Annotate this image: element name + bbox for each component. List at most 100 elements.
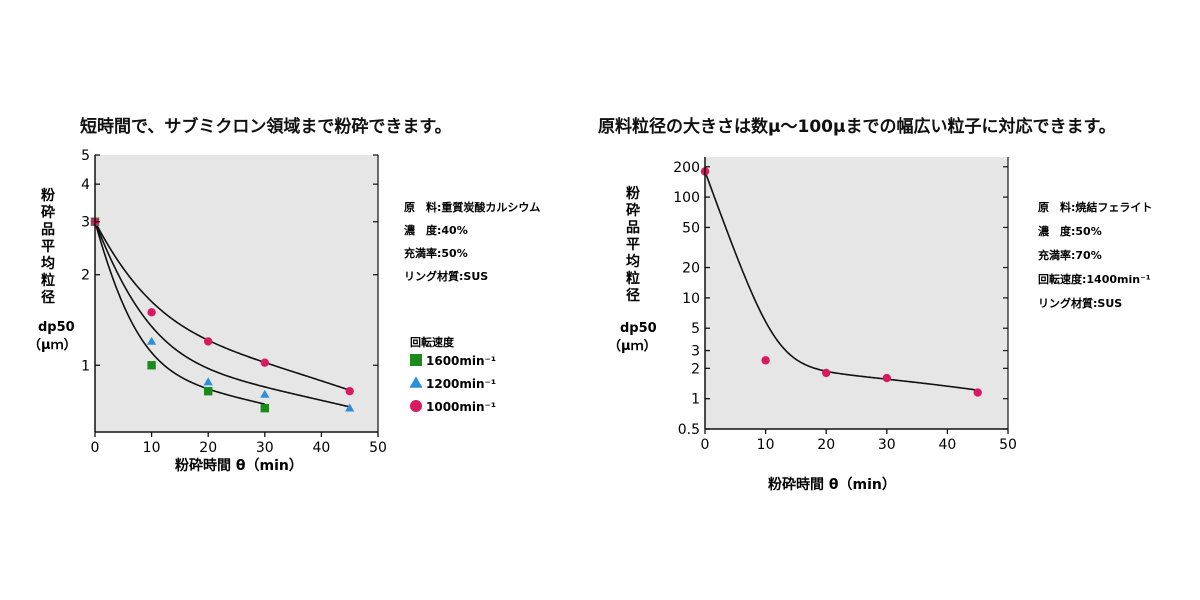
y-tick-label: 3	[81, 215, 90, 231]
right-chart-title: 原料粒径の大きさは数μ～100μまでの幅広い粒子に対応できます。	[598, 116, 1116, 137]
left-y-axis-unit: （μｍ）	[28, 337, 77, 353]
x-tick-label: 0	[701, 437, 710, 453]
right-plot-area	[705, 157, 1008, 429]
x-tick-label: 10	[757, 437, 775, 453]
y-tick-label: 50	[682, 220, 700, 236]
condition-text: 充満率:50%	[404, 246, 468, 260]
y-axis-label-char: 均	[41, 255, 55, 272]
x-tick-label: 20	[199, 440, 217, 456]
y-axis-label-char: 砕	[626, 202, 640, 219]
legend-marker	[410, 400, 422, 412]
left-chart: 短時間で、サブミクロン領域まで粉砕できます。 1 2 3 4 5 0 10 20 30 40 50…	[28, 116, 540, 474]
x-tick-label: 30	[878, 437, 896, 453]
y-tick-label: 200	[673, 160, 700, 176]
condition-text: 充満率:70%	[1038, 248, 1102, 262]
condition-text: 濃 度:40%	[404, 223, 468, 237]
y-tick-label: 4	[81, 177, 90, 193]
y-tick-label: 2	[81, 268, 90, 284]
data-point	[882, 373, 891, 383]
condition-text: 原 料:重質炭酸カルシウム	[404, 200, 540, 214]
y-axis-label-char: 粒	[41, 272, 55, 289]
legend-label: 1600min⁻¹	[426, 354, 496, 368]
right-y-ticks: 0.5 1 23 5 10 20 50 100 200	[673, 160, 1008, 438]
right-fit-curves	[704, 171, 978, 391]
x-tick-label: 40	[312, 440, 330, 456]
y-tick-label: 100	[673, 190, 700, 206]
left-chart-title: 短時間で、サブミクロン領域まで粉砕できます。	[80, 116, 452, 137]
right-y-axis-symbol: dp50	[620, 321, 657, 336]
right-data-points	[700, 167, 982, 397]
x-tick-label: 50	[999, 437, 1017, 453]
y-tick-label: 5	[691, 321, 700, 337]
legend-label: 1200min⁻¹	[426, 377, 496, 391]
x-tick-label: 0	[91, 440, 100, 456]
x-tick-label: 30	[256, 440, 274, 456]
left-x-ticks: 0 10 20 30 40 50	[91, 432, 387, 456]
fit-curve	[94, 221, 350, 391]
right-x-axis-label: 粉砕時間 θ（min）	[768, 476, 896, 493]
right-chart: 原料粒径の大きさは数μ～100μまでの幅広い粒子に対応できます。 0.5 1 23 5…	[598, 116, 1152, 493]
y-axis-label-char: 粒	[626, 270, 640, 287]
y-axis-label-char: 径	[41, 289, 55, 306]
legend-marker	[409, 376, 423, 388]
left-legend-title: 回転速度	[410, 335, 455, 349]
x-tick-label: 10	[143, 440, 161, 456]
condition-text: 回転速度:1400min⁻¹	[1038, 272, 1151, 286]
data-point	[761, 356, 770, 365]
condition-text: 濃 度:50%	[1038, 224, 1102, 238]
data-point	[204, 337, 213, 346]
fit-curve	[704, 171, 978, 391]
data-point	[204, 386, 213, 396]
data-point	[260, 389, 270, 398]
legend-marker	[410, 354, 422, 366]
condition-text: リング材質:SUS	[1038, 296, 1122, 310]
data-point	[345, 403, 355, 412]
y-tick-label: 3	[691, 344, 700, 360]
data-point	[146, 336, 157, 345]
left-legend: 1600min⁻¹ 1200min⁻¹ 1000min⁻¹	[409, 354, 496, 414]
y-axis-label-char: 粉	[41, 187, 55, 204]
data-point	[203, 377, 213, 386]
data-point	[822, 368, 831, 378]
y-tick-label: 2	[691, 361, 700, 377]
y-axis-label-char: 径	[626, 287, 640, 304]
x-tick-label: 40	[938, 437, 956, 453]
y-axis-label-char: 品	[41, 222, 55, 238]
y-tick-label: 10	[682, 291, 700, 307]
y-tick-label: 0.5	[678, 422, 700, 438]
condition-text: 原 料:焼結フェライト	[1038, 200, 1152, 214]
data-point	[973, 388, 982, 397]
y-axis-label-char: 均	[626, 253, 640, 270]
right-x-ticks: 0 10 20 30 40 50	[701, 429, 1017, 453]
data-point	[260, 403, 269, 413]
data-point	[147, 361, 156, 370]
data-point	[147, 308, 156, 317]
y-tick-label: 20	[682, 261, 700, 277]
fit-curve	[94, 221, 265, 405]
y-axis-label-char: 品	[626, 220, 640, 236]
condition-text: リング材質:SUS	[404, 269, 488, 283]
left-fit-curves	[94, 221, 350, 408]
y-axis-label-char: 砕	[41, 204, 55, 221]
legend-label: 1000min⁻¹	[426, 400, 496, 414]
left-x-axis-label: 粉砕時間 θ（min）	[175, 457, 303, 474]
left-plot-area	[95, 155, 378, 432]
left-y-axis-symbol: dp50	[38, 320, 75, 335]
y-tick-label: 1	[81, 358, 90, 374]
right-y-axis-unit: （μｍ）	[608, 338, 657, 354]
data-point	[345, 386, 354, 396]
y-tick-label: 1	[691, 392, 700, 408]
x-tick-label: 20	[817, 437, 835, 453]
x-tick-label: 50	[369, 440, 387, 456]
y-tick-label: 5	[81, 148, 90, 164]
y-axis-label-char: 粉	[626, 185, 640, 202]
left-y-ticks: 1 2 3 4 5	[81, 148, 378, 374]
y-axis-label-char: 平	[41, 239, 55, 255]
y-axis-label-char: 平	[626, 237, 640, 253]
data-point	[260, 358, 269, 367]
